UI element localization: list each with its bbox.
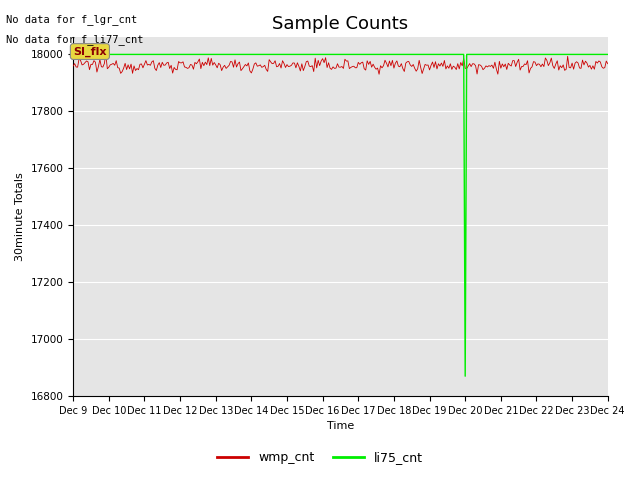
Text: No data for f_lgr_cnt: No data for f_lgr_cnt xyxy=(6,14,138,25)
X-axis label: Time: Time xyxy=(327,421,354,432)
Text: No data for f_li77_cnt: No data for f_li77_cnt xyxy=(6,34,144,45)
Title: Sample Counts: Sample Counts xyxy=(273,15,408,33)
Y-axis label: 30minute Totals: 30minute Totals xyxy=(15,172,25,261)
Legend: wmp_cnt, li75_cnt: wmp_cnt, li75_cnt xyxy=(212,446,428,469)
Text: SI_flx: SI_flx xyxy=(73,47,107,57)
